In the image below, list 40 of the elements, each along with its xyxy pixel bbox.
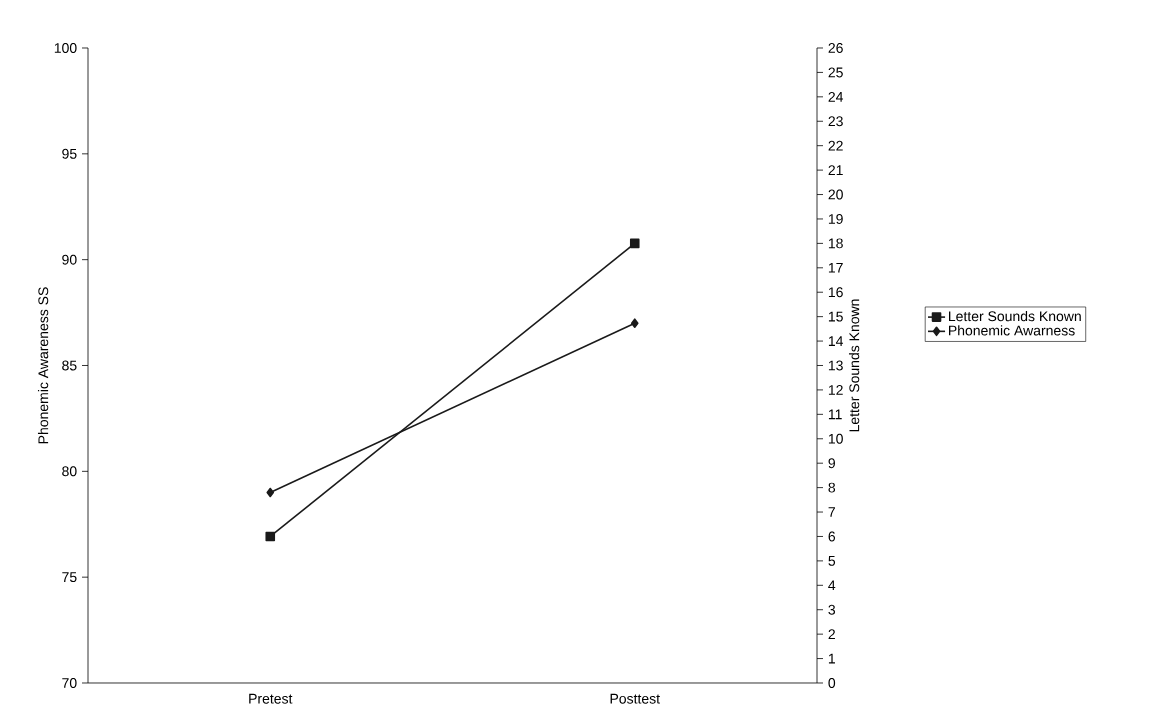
- y2-tick-label: 13: [828, 360, 843, 371]
- y-tick-label: 70: [62, 677, 77, 688]
- y-tick-label: 75: [62, 572, 77, 582]
- y2-tick-label: 14: [828, 336, 844, 346]
- y2-tick-label: 26: [828, 42, 843, 53]
- legend-label: Letter Sounds Known: [949, 310, 1081, 322]
- legend-label: Phonemic Awarness: [949, 325, 1075, 336]
- y2-tick-label: 11: [828, 409, 842, 420]
- y2-tick-label: 1: [828, 653, 835, 664]
- y2-tick-label: 22: [828, 140, 843, 151]
- y-axis-title: Phonemic Awareness SS: [37, 287, 49, 444]
- y2-axis-title: Letter Sounds Known: [848, 299, 860, 432]
- y2-tick-label: 20: [828, 189, 843, 200]
- y-tick-label: 85: [62, 360, 77, 371]
- y2-tick-label: 15: [828, 311, 843, 322]
- y2-tick-label: 8: [828, 482, 836, 493]
- y2-tick-label: 0: [828, 677, 836, 688]
- y2-tick-label: 16: [828, 287, 843, 298]
- x-tick-label: Posttest: [610, 693, 660, 704]
- y2-tick-label: 7: [828, 507, 835, 517]
- y-tick-label: 80: [62, 466, 77, 477]
- y2-tick-label: 17: [828, 262, 843, 273]
- x-tick-label: Pretest: [249, 693, 293, 704]
- y2-tick-label: 18: [828, 238, 843, 249]
- y2-tick-label: 12: [828, 384, 843, 395]
- y2-tick-label: 5: [828, 555, 836, 566]
- y2-tick-label: 21: [828, 165, 843, 175]
- y2-tick-label: 6: [828, 531, 836, 542]
- y-tick-label: 95: [62, 148, 77, 159]
- y2-tick-label: 2: [828, 629, 835, 639]
- y2-tick-label: 24: [828, 91, 844, 102]
- y2-tick-label: 10: [828, 433, 843, 444]
- y2-tick-label: 3: [828, 604, 836, 615]
- y2-tick-label: 4: [828, 580, 836, 590]
- y2-tick-label: 23: [828, 116, 843, 127]
- y-tick-label: 100: [54, 42, 77, 53]
- y2-tick-label: 9: [828, 458, 835, 469]
- y-tick-label: 90: [62, 254, 77, 265]
- y2-tick-label: 19: [828, 213, 843, 224]
- y2-tick-label: 25: [828, 67, 843, 78]
